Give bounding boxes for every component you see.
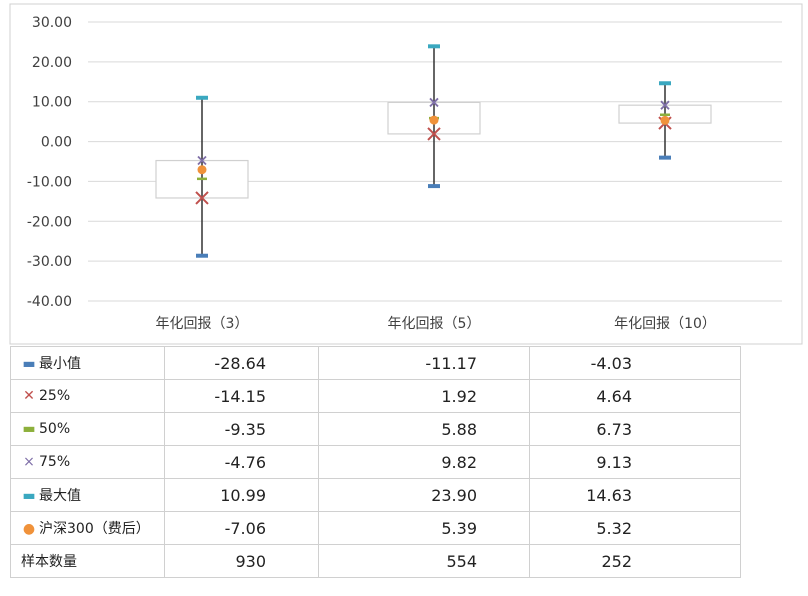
sample-label: 样本数量 [10,544,165,578]
data-table: ▬ 最小值 -28.64 -11.17 -4.03 ✕ 25% -14.15 1.9… [10,346,741,578]
y-tick-label: -30.00 [27,254,72,270]
table-row-sample: 样本数量 930 554 252 [10,544,741,578]
benchmark-marker [197,165,207,175]
benchmark-marker [429,115,439,125]
y-tick-label: 20.00 [32,55,72,71]
x-tick-label: 年化回报（10） [614,316,716,332]
cell-value: 9.82 [318,445,530,479]
q3-marker [660,100,670,110]
cell-value: 6.73 [529,412,741,446]
cell-value: 14.63 [529,478,741,512]
plot-area [155,44,712,258]
cell-value: 5.39 [318,511,530,545]
cell-value: 554 [318,544,530,578]
table-row-median: ▬ 50% -9.35 5.88 6.73 [10,412,741,446]
dot-marker-icon: ● [22,521,36,537]
cell-value: 5.88 [318,412,530,446]
y-axis: 30.00 20.00 10.00 0.00 -10.00 -20.00 -30.00 -40… [27,15,72,310]
dash-marker-icon: ▬ [22,421,36,437]
cell-value: -7.06 [164,511,319,545]
x-tick-label: 年化回报（5） [388,316,481,332]
legend-median: ▬ 50% [10,412,165,446]
series-name: 最小值 [39,356,81,372]
table-row-q1: ✕ 25% -14.15 1.92 4.64 [10,379,741,413]
table-row-benchmark: ● 沪深300（费后） -7.06 5.39 5.32 [10,511,741,545]
cell-value: 5.32 [529,511,741,545]
cell-value: -4.03 [529,346,741,380]
x-marker-icon: × [23,454,35,470]
cell-value: -14.15 [164,379,319,413]
box-plot-chart: 30.00 20.00 10.00 0.00 -10.00 -20.00 -30.00 -40… [9,3,803,345]
gridlines [9,3,803,345]
x-marker-icon: ✕ [23,388,35,404]
series-name: 最大值 [39,488,81,504]
q3-marker [197,155,207,166]
legend-q3: × 75% [10,445,165,479]
table-row-max: ▬ 最大值 10.99 23.90 14.63 [10,478,741,512]
y-tick-label: 10.00 [32,95,72,111]
chart-frame [9,3,803,345]
q1-marker [195,191,209,205]
table-row-q3: × 75% -4.76 9.82 9.13 [10,445,741,479]
cell-value: -11.17 [318,346,530,380]
cell-value: 930 [164,544,319,578]
legend-benchmark: ● 沪深300（费后） [10,511,165,545]
series-name: 沪深300（费后） [39,521,150,537]
cell-value: -9.35 [164,412,319,446]
y-tick-label: -20.00 [27,214,72,230]
x-axis: 年化回报（3） 年化回报（5） 年化回报（10） [156,316,716,332]
cell-value: -28.64 [164,346,319,380]
cell-value: 1.92 [318,379,530,413]
x-tick-label: 年化回报（3） [156,316,249,332]
benchmark-marker [660,115,670,125]
series-name: 25% [39,388,71,404]
dash-marker-icon: ▬ [22,488,36,504]
dash-marker-icon: ▬ [22,356,36,372]
legend-max: ▬ 最大值 [10,478,165,512]
legend-min: ▬ 最小值 [10,346,165,380]
y-tick-label: -40.00 [27,294,72,310]
series-name: 50% [39,421,71,437]
y-tick-label: 30.00 [32,15,72,31]
cell-value: 10.99 [164,478,319,512]
series-name: 75% [39,454,71,470]
cell-value: 252 [529,544,741,578]
y-tick-label: -10.00 [27,174,72,190]
cell-value: 23.90 [318,478,530,512]
cell-value: 4.64 [529,379,741,413]
q1-marker [427,127,441,141]
legend-q1: ✕ 25% [10,379,165,413]
table-row-min: ▬ 最小值 -28.64 -11.17 -4.03 [10,346,741,380]
q3-marker [429,97,439,108]
cell-value: -4.76 [164,445,319,479]
cell-value: 9.13 [529,445,741,479]
y-tick-label: 0.00 [41,135,72,151]
